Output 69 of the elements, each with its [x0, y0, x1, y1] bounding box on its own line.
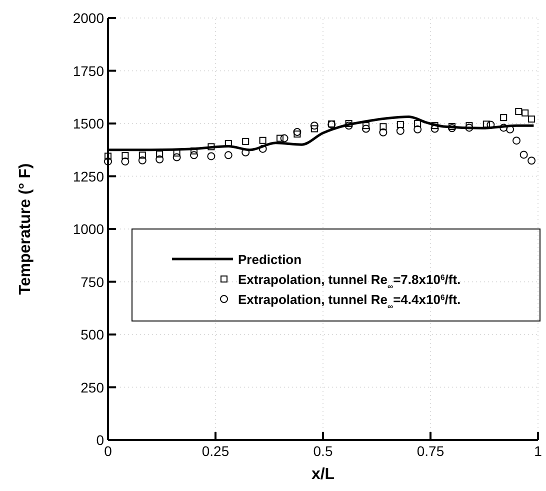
point: [500, 114, 508, 122]
y-tick-label: 1250: [72, 168, 104, 184]
y-tick-label: 1500: [72, 116, 104, 132]
point: [190, 151, 198, 160]
point: [520, 150, 528, 159]
point: [414, 120, 422, 127]
y-tick-label: 2000: [72, 10, 104, 26]
point: [414, 125, 422, 134]
point: [482, 120, 490, 128]
point: [259, 136, 266, 144]
point: [431, 122, 438, 130]
point: [258, 144, 267, 153]
point: [448, 122, 456, 130]
point: [190, 147, 198, 154]
point: [156, 155, 164, 164]
legend-label: Extrapolation, tunnel Re$_{∞}$=7.8x10$^{6}$/ft.: [238, 272, 461, 290]
point: [486, 120, 495, 129]
point: [362, 122, 370, 130]
y-tick-label: 1000: [72, 221, 104, 237]
point: [156, 150, 164, 158]
point: [104, 157, 112, 166]
x-axis-title: x/L: [311, 466, 335, 483]
point: [528, 116, 536, 123]
x-tick-label: 0.25: [202, 443, 230, 459]
point: [345, 120, 352, 127]
point: [515, 108, 522, 115]
x-tick-label: 0.5: [313, 443, 333, 459]
point: [500, 124, 508, 132]
point: [522, 109, 529, 116]
point: [465, 124, 474, 132]
y-tick-label: 750: [80, 274, 104, 290]
point: [173, 150, 180, 157]
legend-label: Extrapolation, tunnel Re$_{∞}$=4.4x10$^{6}$/ft.: [238, 292, 461, 310]
point: [528, 156, 536, 165]
y-tick-label: 1750: [72, 62, 104, 79]
point: [208, 143, 215, 150]
point: [396, 121, 404, 128]
point: [280, 134, 288, 142]
y-tick-label: 500: [80, 326, 104, 342]
x-tick-label: 0.75: [416, 443, 444, 459]
point: [294, 130, 301, 138]
point: [310, 122, 318, 130]
point: [344, 122, 353, 130]
point: [396, 126, 404, 135]
point: [293, 128, 302, 136]
point: [104, 152, 112, 160]
legend-label: Prediction: [238, 252, 302, 267]
point: [138, 156, 146, 164]
point: [121, 157, 130, 166]
point: [466, 122, 473, 130]
point: [512, 136, 520, 145]
point: [380, 123, 387, 130]
point: [224, 151, 232, 160]
y-tick-label: 250: [80, 379, 104, 396]
point: [242, 138, 250, 145]
point: [122, 152, 129, 160]
y-tick-label: 0: [96, 432, 104, 448]
x-tick-label: 1: [534, 443, 542, 459]
point: [310, 125, 318, 132]
point: [448, 124, 456, 132]
point: [242, 148, 250, 156]
point: [430, 124, 439, 133]
point: [138, 152, 146, 159]
point: [362, 124, 370, 133]
point: [207, 152, 216, 160]
point: [276, 134, 284, 142]
point: [379, 128, 388, 136]
point: [172, 153, 181, 162]
y-axis-title: Temperature (° F): [17, 163, 34, 295]
